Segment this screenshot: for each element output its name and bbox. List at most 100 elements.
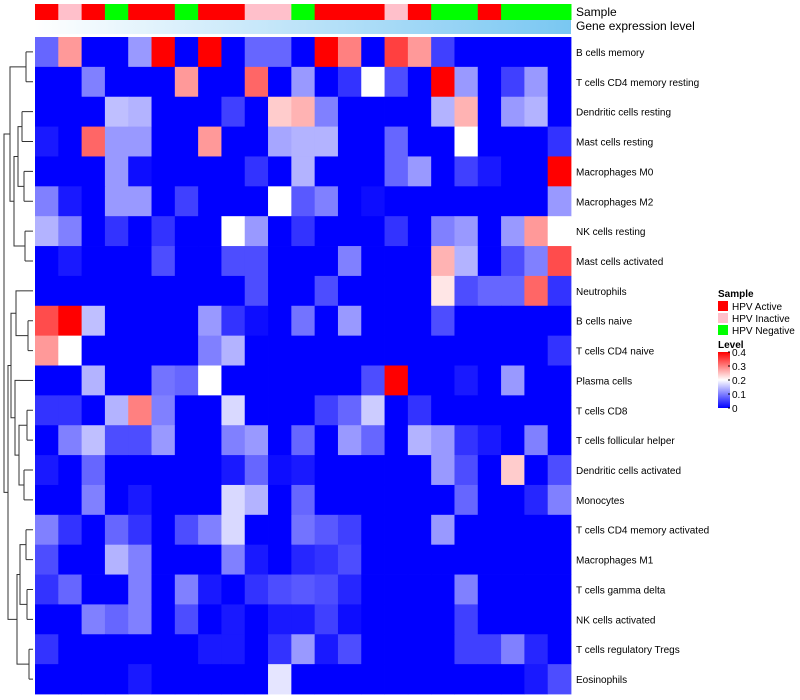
heatmap-cell <box>128 395 152 426</box>
heatmap-cell <box>221 37 246 68</box>
heatmap-cell <box>151 335 176 366</box>
heatmap-cell <box>384 305 409 337</box>
heatmap-cell <box>35 66 59 98</box>
heatmap-cell <box>501 275 525 307</box>
heatmap-cell <box>35 574 59 605</box>
heatmap-cell <box>151 66 176 98</box>
dendrogram-branch <box>23 170 33 202</box>
heatmap-cell <box>384 275 409 307</box>
heatmap-cell <box>81 335 106 366</box>
heatmap-cell <box>337 574 362 605</box>
dendrogram-branch <box>3 133 10 493</box>
sample-legend-label: HPV Active <box>732 302 782 313</box>
heatmap-cell <box>501 544 525 575</box>
heatmap-cell <box>477 66 502 98</box>
heatmap-cell <box>314 634 339 665</box>
heatmap-cell <box>314 365 339 396</box>
heatmap-cell <box>104 275 129 307</box>
heatmap-cell <box>337 216 362 247</box>
heatmap-cell <box>198 574 222 605</box>
sample-annotation-cell <box>337 4 362 20</box>
heatmap-cell <box>291 664 316 695</box>
heatmap-cell <box>58 126 82 157</box>
sample-annotation-cell <box>477 4 502 20</box>
heatmap-cell <box>361 66 385 98</box>
heatmap-cell <box>128 66 152 98</box>
heatmap-cell <box>244 275 269 307</box>
heatmap-cell <box>361 664 385 695</box>
heatmap-cell <box>58 246 82 277</box>
heatmap-cell <box>477 484 502 516</box>
heatmap-cell <box>35 664 59 695</box>
heatmap-cell <box>151 365 176 396</box>
row-label: Macrophages M2 <box>576 197 654 208</box>
heatmap-cell <box>547 66 572 98</box>
heatmap-cell <box>104 604 129 635</box>
heatmap-cell <box>244 216 269 247</box>
heatmap-cell <box>151 96 176 127</box>
heatmap-cell <box>361 634 385 665</box>
sample-annotation-cell <box>524 4 549 20</box>
row-label: Dendritic cells resting <box>576 108 671 119</box>
heatmap-cell <box>151 246 176 277</box>
heatmap-cell <box>128 37 152 68</box>
heatmap-cell <box>81 425 106 456</box>
heatmap-cell <box>268 96 292 127</box>
sample-annotation-cell <box>81 4 106 20</box>
heatmap-cell <box>337 484 362 516</box>
heatmap-cell <box>128 574 152 605</box>
heatmap-cell <box>198 275 222 307</box>
heatmap-cell <box>151 544 176 575</box>
heatmap-cell <box>104 455 129 486</box>
heatmap-cell <box>104 246 129 277</box>
row-label: T cells CD4 memory activated <box>576 526 709 537</box>
heatmap-cell <box>174 305 199 337</box>
heatmap-cell <box>407 395 432 426</box>
heatmap-cell <box>291 365 316 396</box>
heatmap-cell <box>477 664 502 695</box>
heatmap-cell <box>291 604 316 635</box>
heatmap-cell <box>198 186 222 217</box>
heatmap-cell <box>524 66 549 98</box>
heatmap-cell <box>174 604 199 635</box>
heatmap-cell <box>547 335 572 366</box>
heatmap-cell <box>524 395 549 426</box>
heatmap-cell <box>547 305 572 337</box>
heatmap-cell <box>291 96 316 127</box>
heatmap-cell <box>291 156 316 187</box>
heatmap-cell <box>151 514 176 546</box>
heatmap-cell <box>221 216 246 247</box>
heatmap-cell <box>58 574 82 605</box>
heatmap-cell <box>314 246 339 277</box>
heatmap-cell <box>524 484 549 516</box>
heatmap-cell <box>454 246 479 277</box>
heatmap-cell <box>174 275 199 307</box>
heatmap-cell <box>454 425 479 456</box>
heatmap-cell <box>431 96 455 127</box>
row-labels: B cells memory T cells CD4 memory resting… <box>576 48 709 686</box>
heatmap-cell <box>477 455 502 486</box>
heatmap-cell <box>501 664 525 695</box>
heatmap-cell <box>547 604 572 635</box>
sample-annotation-cell <box>268 4 292 20</box>
heatmap-cell <box>174 37 199 68</box>
heatmap-cell <box>81 305 106 337</box>
heatmap-cell <box>81 604 106 635</box>
heatmap-cell <box>384 96 409 127</box>
heatmap-cell <box>151 455 176 486</box>
heatmap-cell <box>35 514 59 546</box>
heatmap-cell <box>501 186 525 217</box>
heatmap-cell <box>337 634 362 665</box>
heatmap-cell <box>361 126 385 157</box>
heatmap-cell <box>547 186 572 217</box>
heatmap-cell <box>407 126 432 157</box>
heatmap-cell <box>35 216 59 247</box>
heatmap-cell <box>314 186 339 217</box>
heatmap-cell <box>337 186 362 217</box>
heatmap-cell <box>244 186 269 217</box>
heatmap-cell <box>35 246 59 277</box>
dendrogram-branch <box>15 290 28 337</box>
heatmap-cell <box>547 484 572 516</box>
dendrogram-branch <box>21 111 33 143</box>
row-dendrogram <box>3 51 33 680</box>
